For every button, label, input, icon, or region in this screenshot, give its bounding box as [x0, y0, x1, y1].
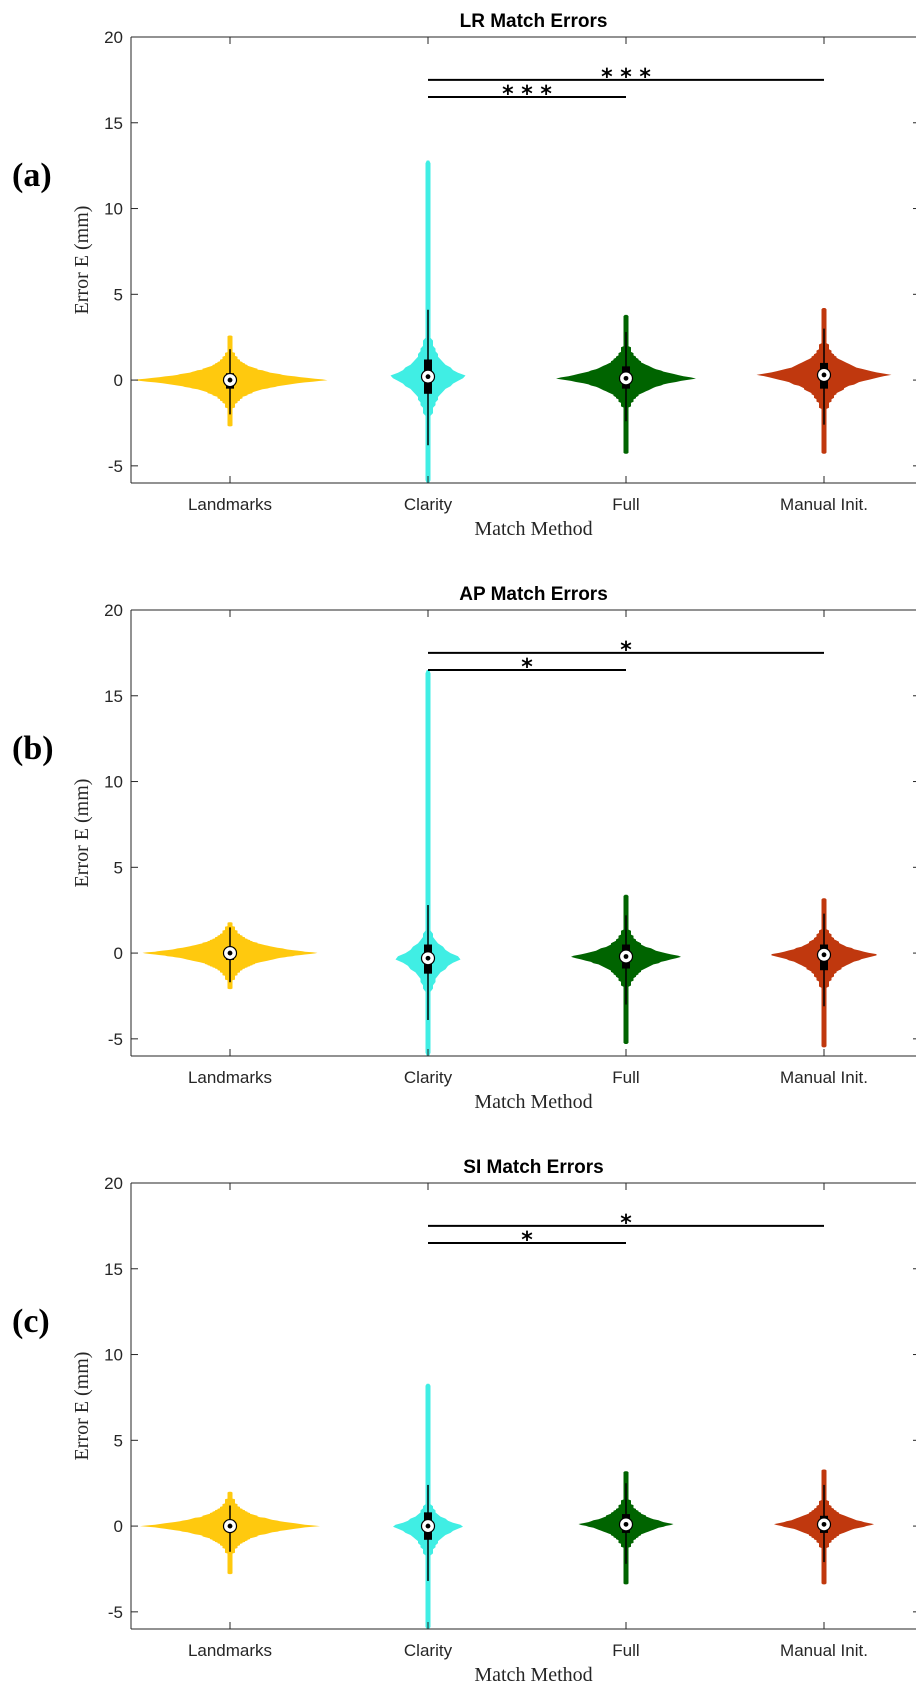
x-tick-label-full: Full	[612, 1641, 639, 1660]
panel-ap-match-errors: AP Match Errors (b) -5 0 5 10 15 20 Landmarks Cla…	[12, 584, 916, 1113]
y-tick-label: 10	[104, 773, 123, 792]
x-tick-label-landmarks: Landmarks	[188, 495, 272, 514]
significance-label: * * *	[601, 65, 651, 90]
y-tick-label: -5	[108, 1030, 123, 1049]
chart-title: SI Match Errors	[463, 1157, 603, 1178]
panel-si-match-errors: SI Match Errors (c) -5 0 5 10 15 20 Landmarks Cla…	[12, 1157, 916, 1686]
median-dot-full	[623, 375, 629, 381]
median-dot-clarity	[425, 955, 431, 961]
median-dot-clarity	[425, 374, 431, 380]
median-dot-manual-init	[821, 1521, 827, 1527]
y-tick-label: 0	[114, 944, 123, 963]
y-tick-label: 10	[104, 200, 123, 219]
median-dot-full	[623, 1521, 629, 1527]
panel-label: (c)	[12, 1303, 50, 1340]
y-tick-label: 15	[104, 687, 123, 706]
x-tick-label-clarity: Clarity	[404, 495, 453, 514]
panel-label: (a)	[12, 157, 52, 194]
x-tick-label-manual-init: Manual Init.	[780, 1641, 868, 1660]
x-tick-label-landmarks: Landmarks	[188, 1068, 272, 1087]
y-tick-label: 5	[114, 858, 123, 877]
x-axis-label: Match Method	[474, 1091, 592, 1113]
median-dot-manual-init	[821, 952, 827, 958]
y-axis-label: Error E (mm)	[71, 206, 93, 315]
y-tick-label: 20	[104, 28, 123, 47]
median-dot-clarity	[425, 1523, 431, 1529]
y-tick-label: 0	[114, 371, 123, 390]
y-tick-label: -5	[108, 1603, 123, 1622]
y-tick-label: 10	[104, 1346, 123, 1365]
significance-label: *	[620, 1211, 632, 1236]
y-axis-label: Error E (mm)	[71, 1352, 93, 1461]
violin-clarity	[395, 670, 461, 1056]
median-dot-landmarks	[227, 950, 233, 956]
chart-title: LR Match Errors	[460, 11, 608, 32]
median-dot-manual-init	[821, 372, 827, 378]
significance-label: *	[521, 655, 533, 680]
x-tick-label-clarity: Clarity	[404, 1068, 453, 1087]
y-tick-label: 20	[104, 601, 123, 620]
x-axis-label: Match Method	[474, 518, 592, 540]
x-tick-label-landmarks: Landmarks	[188, 1641, 272, 1660]
significance-label: * * *	[502, 82, 552, 107]
x-tick-label-manual-init: Manual Init.	[780, 1068, 868, 1087]
y-tick-label: 0	[114, 1517, 123, 1536]
y-tick-label: -5	[108, 457, 123, 476]
y-tick-label: 5	[114, 1431, 123, 1450]
significance-label: *	[521, 1228, 533, 1253]
median-dot-full	[623, 954, 629, 959]
significance-label: *	[620, 638, 632, 663]
median-dot-landmarks	[227, 1523, 233, 1529]
x-tick-label-manual-init: Manual Init.	[780, 495, 868, 514]
median-dot-landmarks	[227, 377, 233, 383]
chart-title: AP Match Errors	[459, 584, 608, 605]
panel-label: (b)	[12, 730, 54, 767]
y-axis-label: Error E (mm)	[71, 779, 93, 888]
panel-lr-match-errors: LR Match Errors (a) -5 0 5 10 15 20 Landmarks Cla…	[12, 11, 916, 540]
x-tick-label-full: Full	[612, 1068, 639, 1087]
x-tick-label-full: Full	[612, 495, 639, 514]
x-tick-label-clarity: Clarity	[404, 1641, 453, 1660]
y-tick-label: 5	[114, 285, 123, 304]
x-axis-label: Match Method	[474, 1664, 592, 1686]
y-tick-label: 15	[104, 114, 123, 133]
y-tick-label: 15	[104, 1260, 123, 1279]
y-tick-label: 20	[104, 1174, 123, 1193]
